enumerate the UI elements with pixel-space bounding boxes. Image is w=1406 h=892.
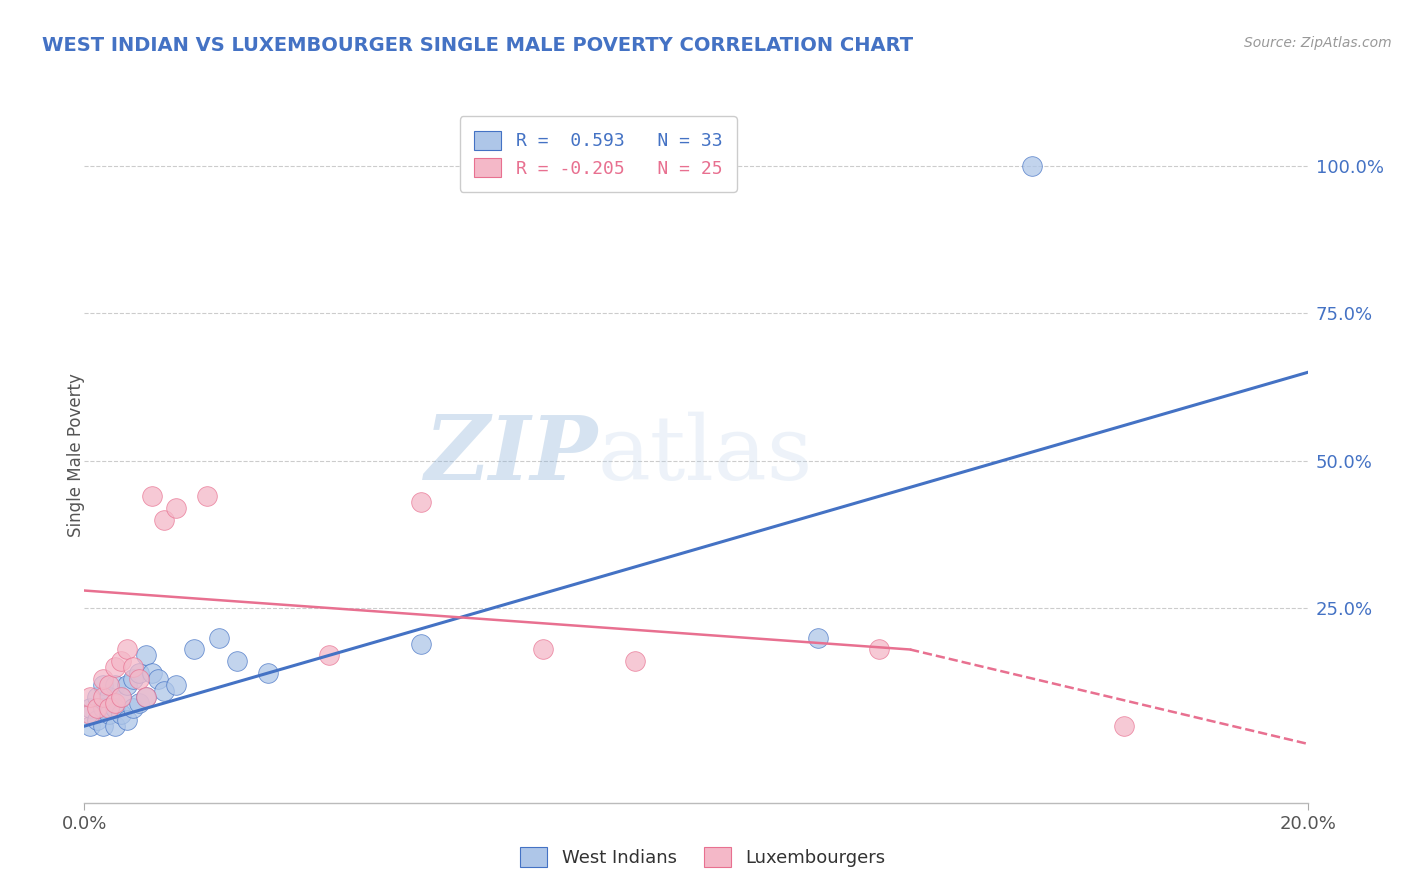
- Point: [409, 637, 432, 651]
- Point: [122, 672, 145, 686]
- Point: [226, 654, 249, 668]
- Point: [135, 690, 157, 704]
- Text: Source: ZipAtlas.com: Source: ZipAtlas.com: [1244, 36, 1392, 50]
- Point: [79, 707, 101, 722]
- Point: [257, 666, 280, 681]
- Point: [86, 713, 108, 727]
- Point: [86, 701, 108, 715]
- Point: [135, 648, 157, 663]
- Point: [869, 642, 891, 657]
- Point: [183, 642, 205, 657]
- Y-axis label: Single Male Poverty: Single Male Poverty: [67, 373, 84, 537]
- Point: [531, 642, 554, 657]
- Point: [141, 489, 163, 503]
- Point: [91, 690, 114, 704]
- Point: [165, 678, 187, 692]
- Point: [104, 696, 127, 710]
- Point: [91, 672, 114, 686]
- Point: [165, 500, 187, 515]
- Point: [153, 513, 176, 527]
- Point: [91, 701, 114, 715]
- Point: [318, 648, 340, 663]
- Point: [104, 678, 127, 692]
- Point: [110, 654, 132, 668]
- Point: [122, 701, 145, 715]
- Point: [91, 719, 114, 733]
- Point: [110, 690, 132, 704]
- Point: [115, 713, 138, 727]
- Point: [122, 660, 145, 674]
- Point: [115, 678, 138, 692]
- Point: [97, 707, 120, 722]
- Point: [1021, 159, 1043, 173]
- Point: [91, 678, 114, 692]
- Point: [135, 690, 157, 704]
- Text: WEST INDIAN VS LUXEMBOURGER SINGLE MALE POVERTY CORRELATION CHART: WEST INDIAN VS LUXEMBOURGER SINGLE MALE …: [42, 36, 914, 54]
- Point: [128, 696, 150, 710]
- Point: [79, 719, 101, 733]
- Point: [146, 672, 169, 686]
- Point: [104, 660, 127, 674]
- Point: [97, 678, 120, 692]
- Point: [86, 690, 108, 704]
- Point: [104, 701, 127, 715]
- Point: [153, 683, 176, 698]
- Point: [128, 672, 150, 686]
- Point: [110, 707, 132, 722]
- Point: [104, 719, 127, 733]
- Point: [97, 701, 120, 715]
- Point: [110, 690, 132, 704]
- Legend: R =  0.593   N = 33, R = -0.205   N = 25: R = 0.593 N = 33, R = -0.205 N = 25: [460, 116, 737, 192]
- Point: [128, 666, 150, 681]
- Point: [1114, 719, 1136, 733]
- Point: [195, 489, 218, 503]
- Point: [97, 690, 120, 704]
- Point: [115, 642, 138, 657]
- Text: ZIP: ZIP: [425, 412, 598, 498]
- Text: atlas: atlas: [598, 411, 813, 499]
- Point: [807, 631, 830, 645]
- Legend: West Indians, Luxembourgers: West Indians, Luxembourgers: [513, 839, 893, 874]
- Point: [624, 654, 647, 668]
- Point: [79, 701, 101, 715]
- Point: [79, 690, 101, 704]
- Point: [208, 631, 231, 645]
- Point: [141, 666, 163, 681]
- Point: [409, 495, 432, 509]
